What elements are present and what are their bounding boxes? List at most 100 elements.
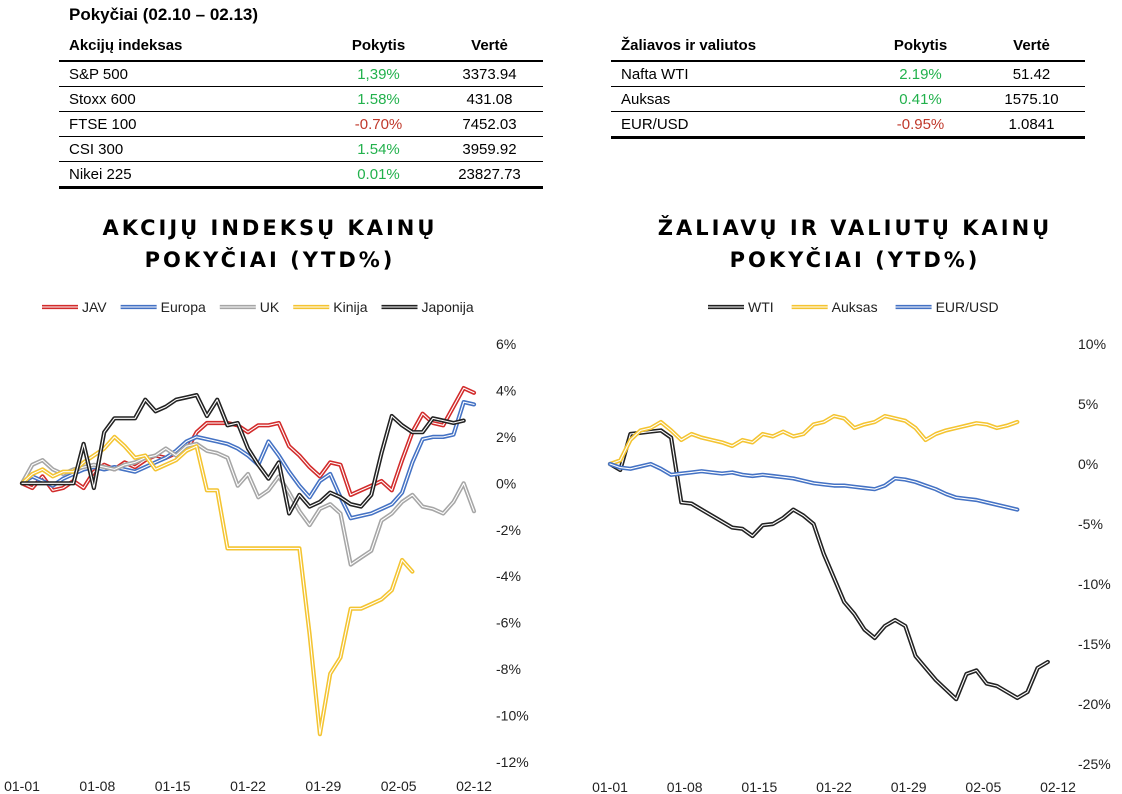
y-tick-label: -20%	[1078, 696, 1111, 712]
y-tick-label: 10%	[1078, 336, 1106, 352]
y-tick-label: -5%	[1078, 516, 1103, 532]
row-value: 3959.92	[436, 136, 543, 162]
table-row: S&P 500 1,39% 3373.94	[59, 61, 543, 87]
row-name: EUR/USD	[611, 111, 863, 139]
x-tick-label: 01-01	[4, 778, 40, 794]
legend-label: EUR/USD	[936, 299, 999, 315]
series-line-japonija	[19, 393, 466, 516]
row-change: 0.41%	[863, 86, 978, 112]
x-tick-label: 02-12	[1040, 779, 1076, 794]
legend-label: Japonija	[422, 299, 474, 315]
y-tick-label: -6%	[496, 615, 521, 631]
x-tick-label: 01-08	[79, 778, 115, 794]
legend-item: Japonija	[381, 299, 474, 315]
header-value: Vertė	[978, 30, 1085, 62]
x-tick-label: 01-29	[891, 779, 927, 794]
x-tick-label: 01-15	[741, 779, 777, 794]
table-row: CSI 300 1.54% 3959.92	[59, 136, 543, 162]
legend-item: Kinija	[293, 299, 368, 315]
equity-table-header: Akcijų indeksas Pokytis Vertė	[59, 30, 543, 62]
legend-label: UK	[260, 299, 280, 315]
table-row: Stoxx 600 1.58% 431.08	[59, 86, 543, 112]
page-title: Pokyčiai (02.10 – 02.13)	[69, 5, 259, 24]
commodity-chart-title: ŽALIAVŲ IR VALIUTŲ KAINŲ POKYČIAI (YTD%)	[620, 212, 1090, 276]
equity-chart-title-line2: POKYČIAI (YTD%)	[144, 248, 396, 272]
legend-item: WTI	[708, 299, 774, 315]
y-tick-label: 6%	[496, 336, 516, 352]
row-value: 23827.73	[436, 161, 543, 189]
y-tick-label: 2%	[496, 429, 516, 445]
row-name: FTSE 100	[59, 111, 321, 137]
row-change: 1,39%	[321, 61, 436, 87]
x-tick-label: 01-08	[667, 779, 703, 794]
y-tick-label: -8%	[496, 661, 521, 677]
legend-label: Europa	[161, 299, 206, 315]
y-tick-label: -2%	[496, 522, 521, 538]
commodity-chart: 10% 5% 0% -5% -10% -15% -20% -25% 01-01 01-08 01-1…	[592, 299, 1111, 794]
table-row: EUR/USD -0.95% 1.0841	[611, 111, 1085, 139]
row-value: 51.42	[978, 61, 1085, 87]
row-value: 1575.10	[978, 86, 1085, 112]
row-change: 1.54%	[321, 136, 436, 162]
header-index: Akcijų indeksas	[59, 30, 321, 62]
series-line-wti	[607, 428, 1050, 702]
x-tick-label: 02-05	[965, 779, 1001, 794]
row-value: 3373.94	[436, 61, 543, 87]
legend-item: Europa	[120, 299, 206, 315]
row-change: 0.01%	[321, 161, 436, 189]
y-tick-label: 0%	[1078, 456, 1098, 472]
row-name: CSI 300	[59, 136, 321, 162]
row-name: Nikei 225	[59, 161, 321, 189]
y-tick-label: -10%	[1078, 576, 1111, 592]
legend-item: Auksas	[791, 299, 878, 315]
series-line-eur-usd	[607, 461, 1020, 512]
y-tick-label: -12%	[496, 754, 529, 770]
row-change: -0.70%	[321, 111, 436, 137]
row-value: 431.08	[436, 86, 543, 112]
header-value: Vertė	[436, 30, 543, 62]
table-row: FTSE 100 -0.70% 7452.03	[59, 111, 543, 137]
commodity-chart-title-line2: POKYČIAI (YTD%)	[729, 248, 981, 272]
y-tick-label: 4%	[496, 382, 516, 398]
x-tick-label: 01-22	[230, 778, 266, 794]
legend-item: EUR/USD	[895, 299, 999, 315]
row-change: 1.58%	[321, 86, 436, 112]
commodity-table: Žaliavos ir valiutos Pokytis Vertė Nafta…	[611, 30, 1085, 139]
x-tick-label: 02-05	[381, 778, 417, 794]
equity-chart-title-line1: AKCIJŲ INDEKSŲ KAINŲ	[102, 216, 438, 240]
table-row: Nikei 225 0.01% 23827.73	[59, 161, 543, 189]
y-tick-label: -25%	[1078, 756, 1111, 772]
equity-chart-title: AKCIJŲ INDEKSŲ KAINŲ POKYČIAI (YTD%)	[40, 212, 500, 276]
legend-label: Kinija	[333, 299, 367, 315]
equity-table: Akcijų indeksas Pokytis Vertė S&P 500 1,3…	[59, 30, 543, 189]
table-row: Auksas 0.41% 1575.10	[611, 86, 1085, 112]
row-name: Auksas	[611, 86, 863, 112]
commodity-chart-title-line1: ŽALIAVŲ IR VALIUTŲ KAINŲ	[657, 216, 1053, 240]
commodity-table-header: Žaliavos ir valiutos Pokytis Vertė	[611, 30, 1085, 62]
row-name: Stoxx 600	[59, 86, 321, 112]
y-tick-label: -10%	[496, 708, 529, 724]
legend-label: WTI	[748, 299, 774, 315]
table-row: Nafta WTI 2.19% 51.42	[611, 61, 1085, 87]
x-tick-label: 01-15	[155, 778, 191, 794]
row-value: 7452.03	[436, 111, 543, 137]
legend-label: JAV	[82, 299, 107, 315]
row-name: S&P 500	[59, 61, 321, 87]
x-tick-label: 01-01	[592, 779, 628, 794]
row-change: -0.95%	[863, 111, 978, 139]
header-commodity: Žaliavos ir valiutos	[611, 30, 863, 62]
y-tick-label: 5%	[1078, 396, 1098, 412]
y-tick-label: -4%	[496, 568, 521, 584]
series-line-kinija	[19, 434, 415, 737]
legend-item: JAV	[42, 299, 107, 315]
x-tick-label: 01-22	[816, 779, 852, 794]
x-tick-label: 01-29	[305, 778, 341, 794]
row-change: 2.19%	[863, 61, 978, 87]
legend-item: UK	[219, 299, 280, 315]
header-change: Pokytis	[321, 30, 436, 62]
series-line-auksas	[607, 413, 1020, 467]
x-tick-label: 02-12	[456, 778, 492, 794]
header-change: Pokytis	[863, 30, 978, 62]
y-tick-label: 0%	[496, 475, 516, 491]
equity-chart: 6% 4% 2% 0% -2% -4% -6% -8% -10% -12% 01-01 01-08 01…	[4, 299, 529, 794]
